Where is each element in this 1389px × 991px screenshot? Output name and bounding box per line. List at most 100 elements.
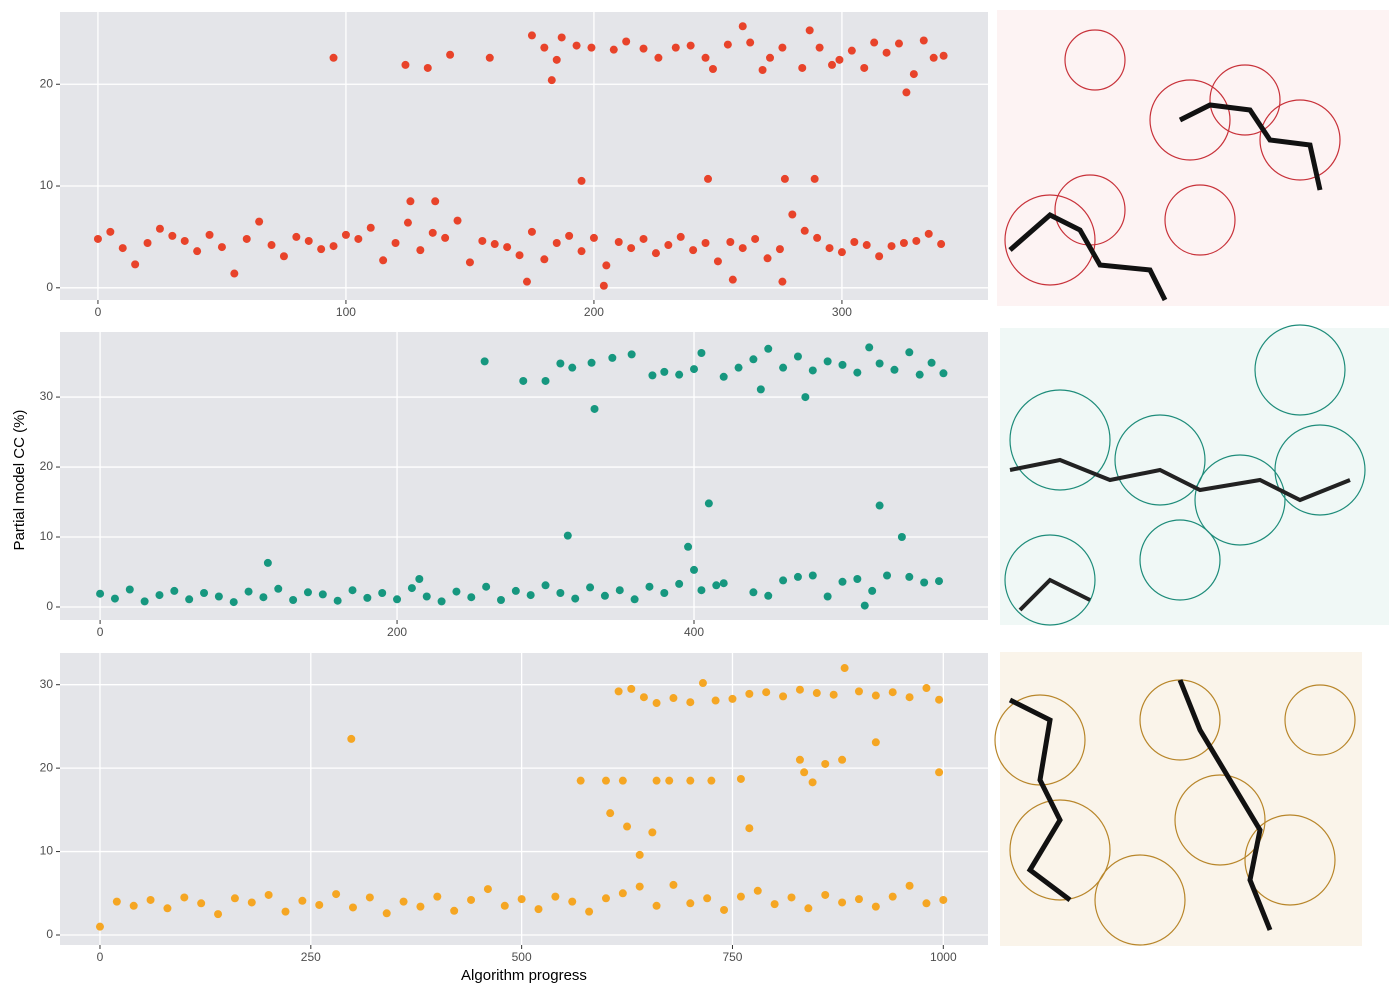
point [527, 591, 535, 599]
point [776, 245, 784, 253]
point [686, 899, 694, 907]
y-axis-title: Partial model CC (%) [11, 410, 28, 551]
point [113, 898, 121, 906]
point [180, 893, 188, 901]
point [564, 532, 572, 540]
point [215, 592, 223, 600]
point [542, 581, 550, 589]
point [788, 893, 796, 901]
point [349, 903, 357, 911]
point [585, 908, 593, 916]
point [553, 56, 561, 64]
point [816, 44, 824, 52]
point [170, 587, 178, 595]
point [349, 586, 357, 594]
point [764, 254, 772, 262]
point [813, 689, 821, 697]
point [130, 902, 138, 910]
point [876, 359, 884, 367]
point [665, 777, 673, 785]
point [431, 197, 439, 205]
x-tick-label: 0 [97, 625, 104, 639]
y-tick-label: 10 [40, 529, 54, 543]
point [796, 756, 804, 764]
point [156, 225, 164, 233]
point [416, 246, 424, 254]
point [540, 44, 548, 52]
point [737, 775, 745, 783]
point [697, 349, 705, 357]
point [902, 88, 910, 96]
point [705, 499, 713, 507]
point [571, 595, 579, 603]
point [828, 61, 836, 69]
point [868, 587, 876, 595]
point [200, 589, 208, 597]
point [883, 49, 891, 57]
point [702, 239, 710, 247]
point [640, 693, 648, 701]
point [940, 52, 948, 60]
point [669, 881, 677, 889]
point [838, 361, 846, 369]
point [800, 768, 808, 776]
x-tick-label: 250 [301, 950, 321, 964]
point [801, 393, 809, 401]
point [568, 364, 576, 372]
point [619, 889, 627, 897]
point [645, 583, 653, 591]
point [392, 239, 400, 247]
point [535, 905, 543, 913]
point [890, 366, 898, 374]
point [779, 576, 787, 584]
point [935, 577, 943, 585]
point [144, 239, 152, 247]
point [126, 585, 134, 593]
point [379, 256, 387, 264]
point [590, 234, 598, 242]
point [935, 696, 943, 704]
point [764, 345, 772, 353]
point [482, 583, 490, 591]
point [838, 756, 846, 764]
y-tick-label: 20 [40, 76, 54, 90]
point [636, 851, 644, 859]
point [745, 690, 753, 698]
point [872, 738, 880, 746]
point [922, 899, 930, 907]
point [424, 64, 432, 72]
point [214, 910, 222, 918]
point [606, 809, 614, 817]
point [788, 211, 796, 219]
point [930, 54, 938, 62]
point [615, 687, 623, 695]
point [478, 237, 486, 245]
point [809, 366, 817, 374]
point [749, 588, 757, 596]
point [686, 698, 694, 706]
density-image-gold [995, 652, 1362, 946]
point [794, 573, 802, 581]
point [363, 594, 371, 602]
point [577, 777, 585, 785]
point [591, 405, 599, 413]
point [654, 54, 662, 62]
point [751, 235, 759, 243]
point [937, 240, 945, 248]
point [491, 240, 499, 248]
point [746, 39, 754, 47]
point [794, 352, 802, 360]
x-tick-label: 200 [387, 625, 407, 639]
point [672, 44, 680, 52]
point [243, 235, 251, 243]
point [578, 177, 586, 185]
point [720, 579, 728, 587]
point [218, 243, 226, 251]
point [628, 350, 636, 358]
point [452, 588, 460, 596]
point [404, 219, 412, 227]
point [912, 237, 920, 245]
point [853, 575, 861, 583]
point [928, 359, 936, 367]
point [863, 241, 871, 249]
